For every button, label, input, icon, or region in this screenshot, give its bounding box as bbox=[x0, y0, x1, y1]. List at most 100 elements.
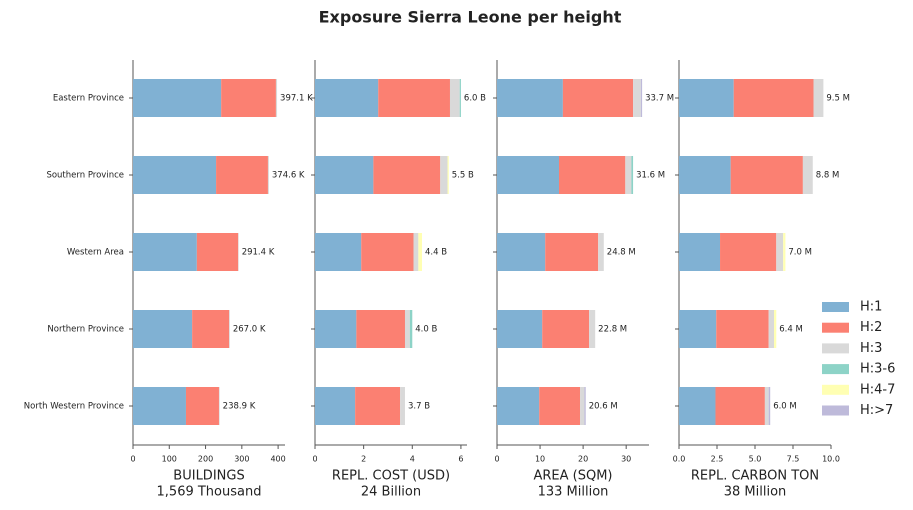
x-axis-sublabel: 24 Billion bbox=[361, 485, 421, 500]
x-axis-label: AREA (SQM) bbox=[533, 469, 612, 484]
bar-segment bbox=[539, 387, 581, 425]
bar-segment bbox=[598, 233, 604, 271]
total-label: 20.6 M bbox=[589, 402, 618, 412]
bar-segment bbox=[418, 233, 423, 271]
bar-segment bbox=[216, 156, 268, 194]
bar-segment bbox=[559, 156, 626, 194]
bar-segment bbox=[185, 387, 219, 425]
bar-segment bbox=[562, 79, 634, 117]
total-label: 8.8 M bbox=[816, 171, 840, 181]
total-label: 6.4 M bbox=[779, 325, 803, 335]
bar-segment bbox=[449, 79, 460, 117]
bar-segment bbox=[196, 233, 239, 271]
bar-segment bbox=[218, 387, 220, 425]
total-label: 291.4 K bbox=[242, 248, 275, 258]
total-label: 9.5 M bbox=[826, 94, 850, 104]
x-tick-label: 2.5 bbox=[711, 455, 724, 464]
y-tick-label: Eastern Province bbox=[53, 94, 124, 104]
total-label: 6.0 B bbox=[464, 94, 486, 104]
legend-label: H:2 bbox=[860, 320, 882, 335]
bar-segment bbox=[315, 233, 362, 271]
y-tick-label: Southern Province bbox=[46, 171, 124, 181]
bar-segment bbox=[400, 387, 405, 425]
bar-segment bbox=[238, 233, 239, 271]
x-axis-sublabel: 38 Million bbox=[724, 485, 787, 500]
bar-segment bbox=[356, 310, 405, 348]
legend-swatch bbox=[822, 384, 849, 395]
total-label: 31.6 M bbox=[636, 171, 665, 181]
legend-label: H:4-7 bbox=[860, 382, 895, 397]
bar-segment bbox=[589, 310, 596, 348]
bar-segment bbox=[768, 310, 774, 348]
x-tick-label: 10 bbox=[535, 455, 545, 464]
bar-segment bbox=[679, 233, 721, 271]
bar-segment bbox=[764, 387, 769, 425]
bar-segment bbox=[315, 387, 356, 425]
x-tick-label: 4 bbox=[410, 455, 415, 464]
legend-swatch bbox=[822, 322, 849, 333]
x-tick-label: 10.0 bbox=[822, 455, 840, 464]
bar-segment bbox=[580, 387, 585, 425]
y-tick-label: Northern Province bbox=[47, 325, 124, 335]
bar-segment bbox=[584, 387, 586, 425]
bar-segment bbox=[133, 233, 197, 271]
bar-segment bbox=[361, 233, 414, 271]
bar-segment bbox=[720, 233, 777, 271]
bar-segment bbox=[440, 156, 448, 194]
bar-segment bbox=[768, 387, 771, 425]
total-label: 397.1 K bbox=[280, 94, 313, 104]
bar-segment bbox=[783, 233, 786, 271]
legend-swatch bbox=[822, 364, 849, 375]
legend-swatch bbox=[822, 302, 849, 312]
x-tick-label: 2 bbox=[361, 455, 366, 464]
bar-segment bbox=[802, 156, 813, 194]
bar-segment bbox=[315, 79, 379, 117]
x-tick-label: 400 bbox=[270, 455, 285, 464]
bar-segment bbox=[315, 156, 374, 194]
total-label: 238.9 K bbox=[223, 402, 256, 412]
x-tick-label: 7.5 bbox=[787, 455, 800, 464]
total-label: 4.0 B bbox=[415, 325, 437, 335]
bar-segment bbox=[633, 79, 641, 117]
total-label: 4.4 B bbox=[425, 248, 447, 258]
bar-segment bbox=[716, 310, 769, 348]
y-tick-label: Western Area bbox=[67, 248, 124, 258]
chart-title: Exposure Sierra Leone per height bbox=[319, 8, 622, 27]
bar-segment bbox=[813, 79, 824, 117]
bar-segment bbox=[133, 387, 186, 425]
bar-segment bbox=[373, 156, 441, 194]
bar-segment bbox=[679, 387, 716, 425]
bar-segment bbox=[409, 310, 413, 348]
bar-segment bbox=[133, 310, 193, 348]
total-label: 267.0 K bbox=[233, 325, 266, 335]
total-label: 24.8 M bbox=[607, 248, 636, 258]
bar-segment bbox=[497, 310, 543, 348]
bar-segment bbox=[542, 310, 590, 348]
total-label: 3.7 B bbox=[408, 402, 430, 412]
bar-segment bbox=[679, 310, 717, 348]
legend-swatch bbox=[822, 405, 849, 416]
bar-segment bbox=[733, 79, 814, 117]
x-tick-label: 0 bbox=[130, 455, 135, 464]
x-tick-label: 200 bbox=[198, 455, 213, 464]
bar-segment bbox=[275, 79, 278, 117]
x-axis-label: REPL. COST (USD) bbox=[332, 469, 450, 484]
total-label: 7.0 M bbox=[788, 248, 812, 258]
bar-segment bbox=[774, 310, 777, 348]
bar-segment bbox=[497, 79, 563, 117]
bar-segment bbox=[355, 387, 401, 425]
x-axis-sublabel: 133 Million bbox=[538, 485, 609, 500]
x-tick-label: 20 bbox=[578, 455, 588, 464]
bar-segment bbox=[459, 79, 461, 117]
x-tick-label: 30 bbox=[621, 455, 631, 464]
bar-segment bbox=[640, 79, 643, 117]
total-label: 22.8 M bbox=[598, 325, 627, 335]
bar-segment bbox=[679, 156, 731, 194]
total-label: 5.5 B bbox=[452, 171, 474, 181]
x-tick-label: 100 bbox=[162, 455, 177, 464]
bar-segment bbox=[497, 156, 560, 194]
x-tick-label: 0.0 bbox=[673, 455, 686, 464]
bar-segment bbox=[447, 156, 449, 194]
bar-segment bbox=[776, 233, 784, 271]
